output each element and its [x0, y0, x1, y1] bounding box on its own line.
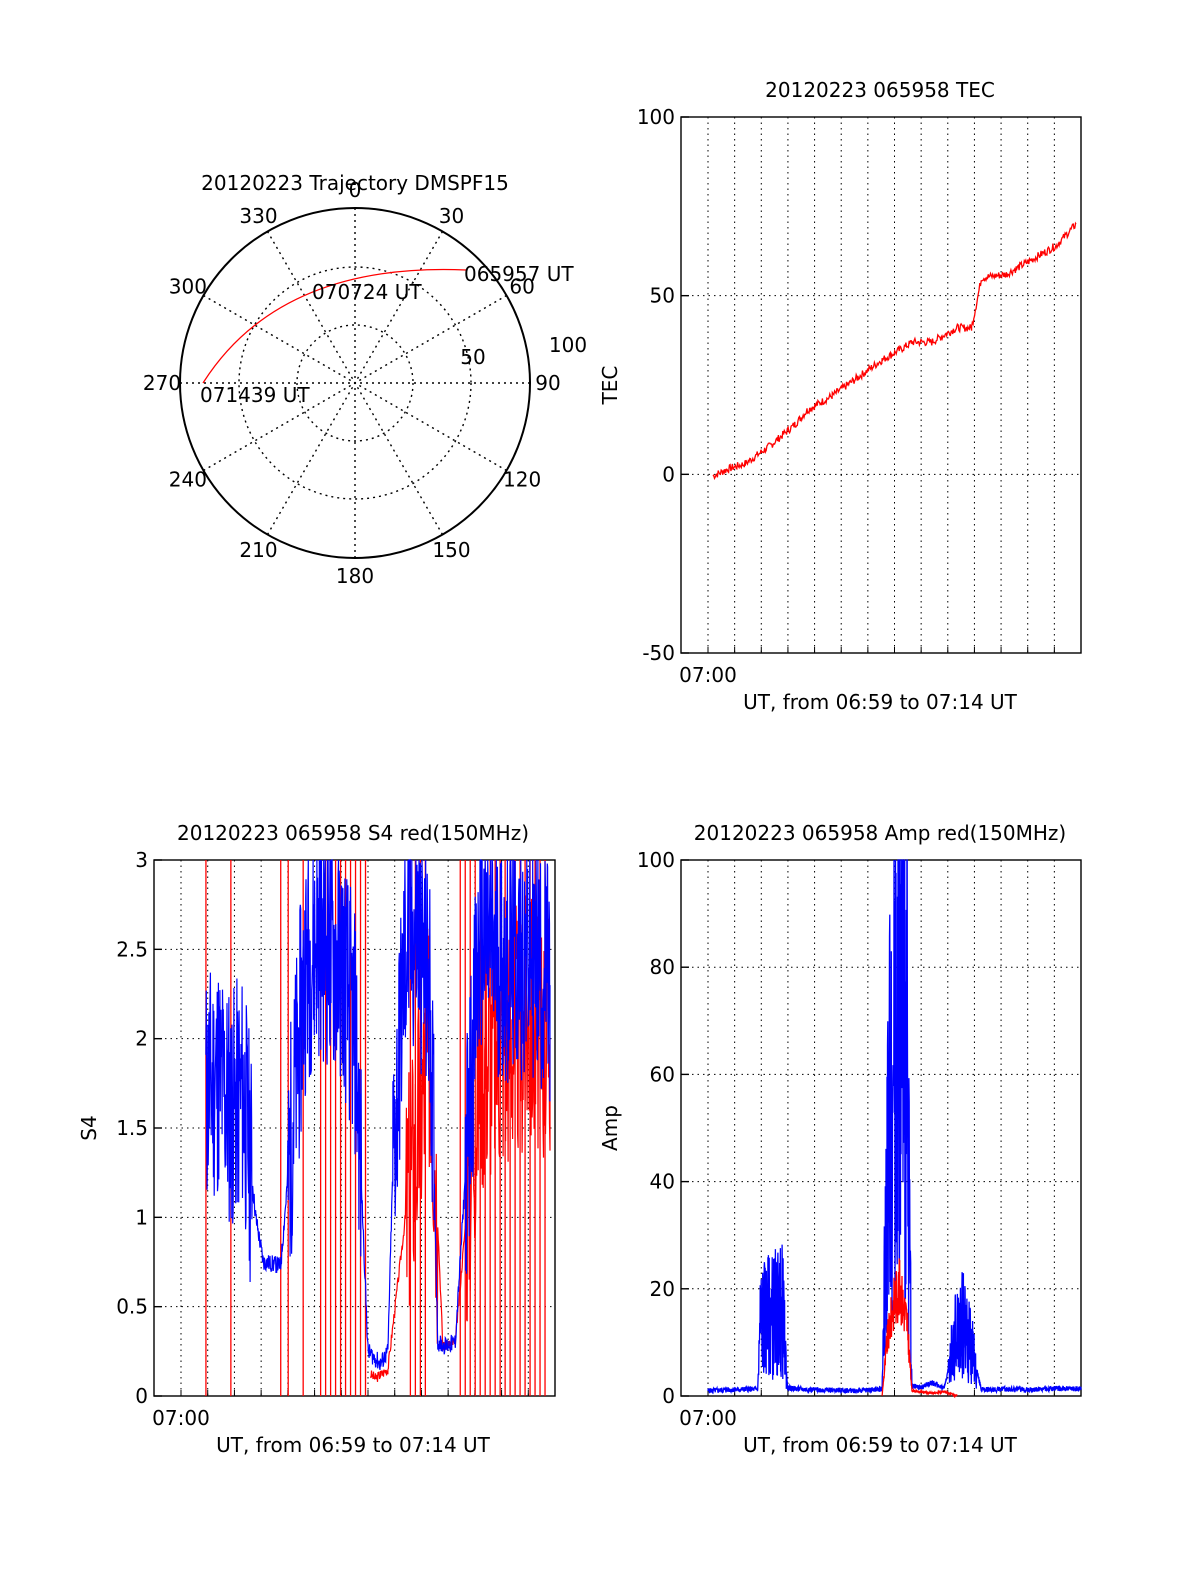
y-tick-label: 100 — [637, 848, 675, 872]
amp-xlabel: UT, from 06:59 to 07:14 UT — [743, 1433, 1018, 1457]
y-tick-label: -50 — [642, 641, 675, 665]
amp-grid — [681, 859, 1082, 1397]
polar-angle-label: 240 — [169, 468, 207, 492]
tec-xtick-label: 07:00 — [679, 663, 737, 687]
polar-angle-label: 60 — [509, 275, 534, 299]
polar-angle-label: 270 — [143, 371, 181, 395]
s4-title: 20120223 065958 S4 red(150MHz) — [177, 821, 529, 845]
s4-y-tick-labels: 0 0.5 1 1.5 2 2.5 3 — [116, 848, 148, 1408]
amp-xtick-label: 07:00 — [679, 1406, 737, 1430]
polar-spoke — [266, 231, 444, 535]
y-tick-label: 0.5 — [116, 1295, 148, 1319]
polar-angle-label: 210 — [239, 538, 277, 562]
polar-angle-label: 180 — [336, 564, 374, 588]
polar-angle-label: 330 — [239, 204, 277, 228]
polar-spokes — [180, 208, 530, 558]
amp-title: 20120223 065958 Amp red(150MHz) — [694, 821, 1066, 845]
s4-blue-series-line — [205, 859, 551, 1371]
polar-angle-label: 300 — [169, 275, 207, 299]
s4-panel: 20120223 065958 S4 red(150MHz) 0 0.5 1 1.5 2… — [77, 821, 556, 1457]
tec-series-line — [712, 221, 1077, 481]
polar-angle-label: 90 — [535, 371, 560, 395]
tec-y-tick-labels: -50 0 50 100 — [637, 105, 675, 665]
polar-radial-label-50: 50 — [460, 345, 485, 369]
y-tick-label: 80 — [650, 955, 675, 979]
s4-red-series-line — [369, 895, 551, 1382]
polar-angle-label: 0 — [349, 178, 362, 202]
y-tick-label: 2 — [135, 1027, 148, 1051]
y-tick-label: 0 — [662, 462, 675, 486]
polar-title: 20120223 Trajectory DMSPF15 — [201, 171, 509, 195]
trajectory-label-start: 065957 UT — [464, 262, 574, 286]
polar-ring-100 — [238, 266, 472, 500]
s4-xlabel: UT, from 06:59 to 07:14 UT — [216, 1433, 491, 1457]
amp-ylabel: Amp — [598, 1105, 622, 1151]
y-tick-label: 1.5 — [116, 1116, 148, 1140]
amp-red-series-line — [881, 1258, 958, 1399]
polar-angle-label: 120 — [503, 468, 541, 492]
s4-ylabel: S4 — [77, 1115, 101, 1140]
amp-panel: 20120223 065958 Amp red(150MHz) 0 20 40 60 8… — [598, 821, 1082, 1457]
trajectory-label-mid: 070724 UT — [312, 280, 422, 304]
polar-angle-label: 150 — [432, 538, 470, 562]
y-tick-label: 40 — [650, 1170, 675, 1194]
y-tick-label: 100 — [637, 105, 675, 129]
y-tick-label: 0 — [662, 1384, 675, 1408]
trajectory-line — [202, 268, 467, 384]
amp-blue-series-line — [707, 859, 1082, 1395]
s4-xtick-label: 07:00 — [152, 1406, 210, 1430]
y-tick-label: 20 — [650, 1277, 675, 1301]
y-tick-label: 2.5 — [116, 937, 148, 961]
polar-radial-label-100: 100 — [549, 333, 587, 357]
polar-panel: 20120223 Trajectory DMSPF15 0 30 60 90 120 15… — [143, 171, 587, 588]
tec-title: 20120223 065958 TEC — [765, 78, 995, 102]
y-tick-label: 3 — [135, 848, 148, 872]
y-tick-label: 0 — [135, 1384, 148, 1408]
amp-y-tick-labels: 0 20 40 60 80 100 — [637, 848, 675, 1408]
amp-plot-frame — [680, 859, 1082, 1397]
polar-angle-label: 30 — [439, 204, 464, 228]
tec-xlabel: UT, from 06:59 to 07:14 UT — [743, 690, 1018, 714]
y-tick-label: 1 — [135, 1205, 148, 1229]
tec-plot-frame — [680, 116, 1082, 654]
polar-ring-50 — [296, 324, 414, 442]
polar-angle-labels: 0 30 60 90 120 150 180 210 240 270 300 330 — [143, 178, 561, 588]
y-tick-label: 60 — [650, 1062, 675, 1086]
tec-grid — [681, 116, 1082, 654]
tec-ylabel: TEC — [598, 366, 622, 406]
y-tick-label: 50 — [650, 284, 675, 308]
trajectory-label-end: 071439 UT — [200, 383, 310, 407]
